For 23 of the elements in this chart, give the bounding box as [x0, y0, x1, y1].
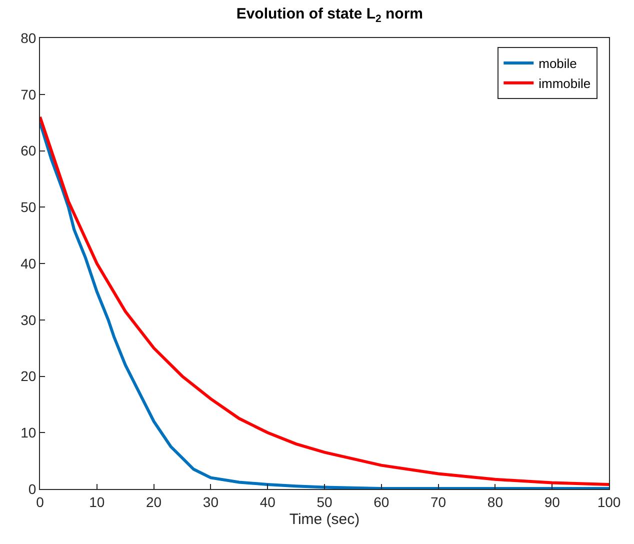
y-tick-label: 60: [20, 142, 36, 159]
y-tick-label: 80: [20, 30, 36, 46]
y-tick-label: 30: [20, 312, 36, 328]
chart-title: Evolution of state L$_{2}$ norm: [236, 6, 424, 25]
x-axis-title: Time (sec): [289, 510, 360, 528]
x-tick-label: 30: [202, 494, 219, 510]
y-tick-label: 10: [20, 424, 36, 441]
x-tick-label: 10: [89, 494, 105, 510]
y-tick-label: 50: [20, 199, 36, 216]
y-tick-label: 0: [28, 480, 36, 497]
legend-label: mobile: [538, 56, 577, 72]
x-tick-label: 60: [374, 494, 390, 510]
x-tick-label: 40: [260, 494, 276, 510]
y-tick-label: 20: [20, 368, 36, 384]
x-tick-label: 70: [430, 494, 446, 510]
x-tick-label: 90: [544, 494, 560, 510]
legend-label: immobile: [538, 76, 591, 91]
y-tick-label: 40: [20, 255, 36, 272]
x-tick-label: 100: [597, 494, 621, 510]
y-tick-label: 70: [20, 86, 36, 102]
x-tick-label: 50: [316, 494, 332, 510]
x-tick-label: 20: [146, 494, 162, 510]
x-tick-label: 80: [487, 494, 504, 510]
